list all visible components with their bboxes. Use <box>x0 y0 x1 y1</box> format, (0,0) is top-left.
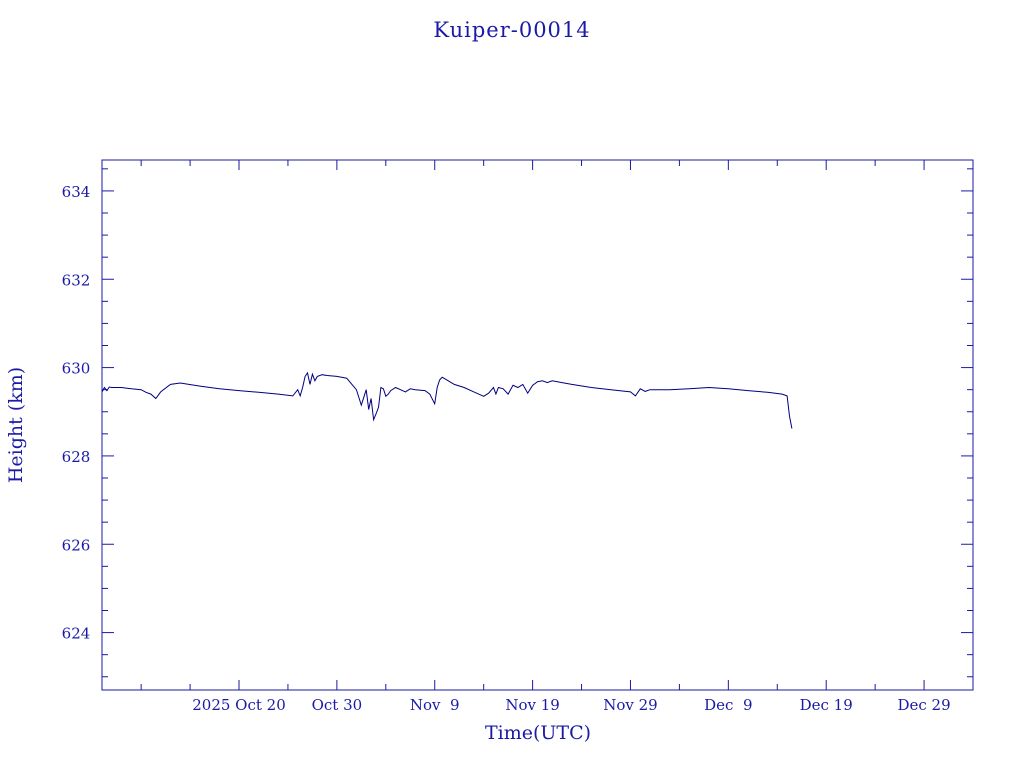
y-tick-label: 626 <box>62 536 91 554</box>
y-tick-label: 628 <box>62 448 91 466</box>
x-tick-label: Oct 30 <box>312 696 363 714</box>
y-axis-label: Height (km) <box>5 367 27 483</box>
plot-frame <box>101 159 974 691</box>
x-axis-label: Time(UTC) <box>485 722 591 744</box>
x-tick-label: Nov 19 <box>505 696 560 714</box>
y-tick-label: 634 <box>62 183 91 201</box>
y-tick-labels: 624 626 628 630 632 634 <box>62 183 91 643</box>
chart-title: Kuiper-00014 <box>433 18 590 42</box>
y-tick-label: 632 <box>62 271 91 289</box>
x-tick-label: 2025 Oct 20 <box>192 696 286 714</box>
x-tick-label: Nov 29 <box>603 696 658 714</box>
height-series-line <box>101 371 793 429</box>
x-tick-label: Dec 9 <box>704 696 752 714</box>
x-tick-labels: 2025 Oct 20 Oct 30 Nov 9 Nov 19 Nov 29 Dec 9 D… <box>192 696 950 714</box>
x-tick-label: Dec 19 <box>800 696 853 714</box>
y-tick-label: 624 <box>62 625 91 643</box>
y-tick-label: 630 <box>62 360 91 378</box>
x-tick-label: Dec 29 <box>897 696 950 714</box>
axis-ticks <box>102 160 974 690</box>
x-tick-label: Nov 9 <box>410 696 460 714</box>
